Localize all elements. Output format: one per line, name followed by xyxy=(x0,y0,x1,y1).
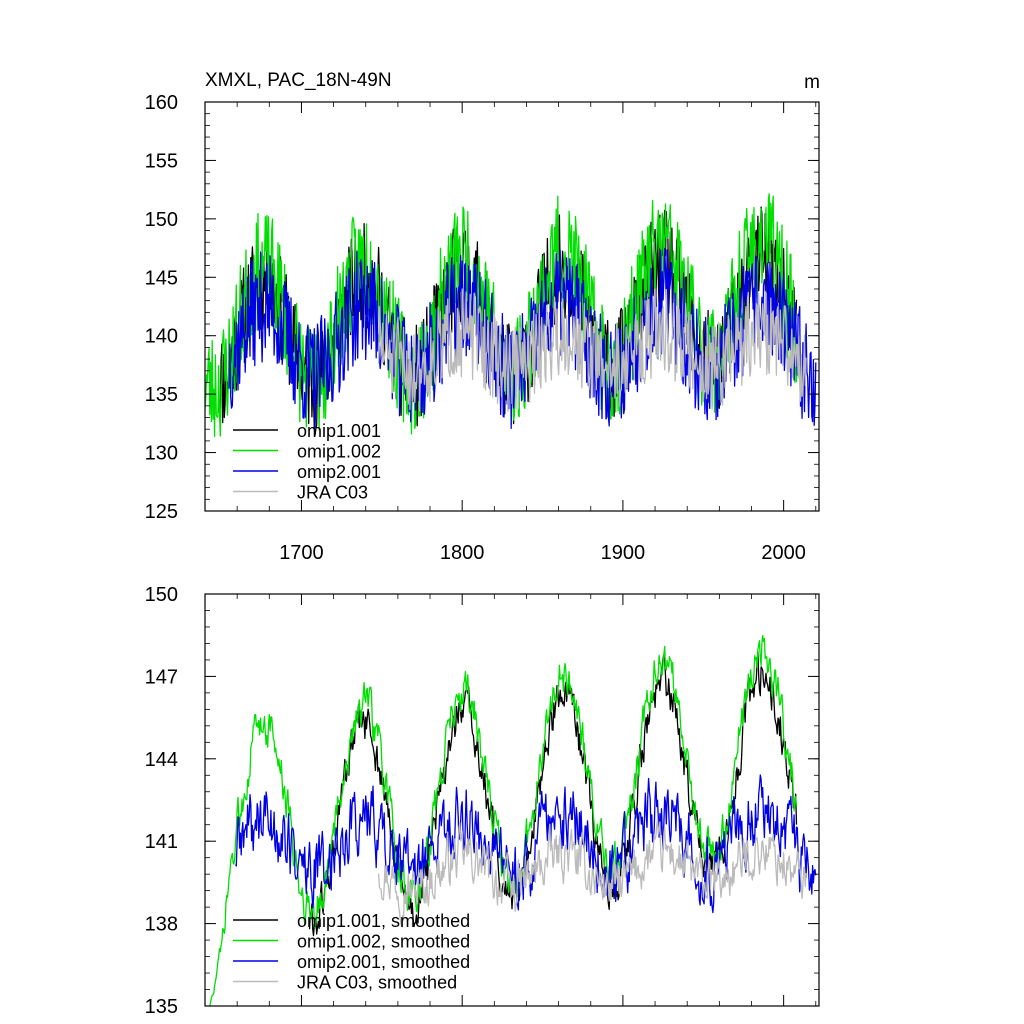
y-tick-label: 155 xyxy=(145,150,178,172)
y-tick-label: 150 xyxy=(145,584,178,606)
legend-label: omip2.001 xyxy=(297,462,381,482)
y-tick-label: 147 xyxy=(145,666,178,688)
x-tick-label: 1800 xyxy=(440,542,485,564)
x-tick-label: 2000 xyxy=(761,542,806,564)
y-tick-label: 141 xyxy=(145,831,178,853)
series-line-jra-c03 xyxy=(377,288,807,412)
bottom-series-group xyxy=(209,635,817,1006)
y-tick-label: 150 xyxy=(145,209,178,231)
y-tick-label: 140 xyxy=(145,326,178,348)
series-line-jra-c03-smoothed xyxy=(377,818,807,928)
legend-label: JRA C03 xyxy=(297,483,368,503)
x-tick-label: 1900 xyxy=(601,542,646,564)
series-line-omip2-001-smoothed xyxy=(234,774,817,914)
y-tick-label: 138 xyxy=(145,914,178,936)
top-series-group xyxy=(205,193,817,438)
bottom-ticks: 135 138 141 144 147 150 xyxy=(145,584,819,1018)
y-tick-label: 130 xyxy=(145,443,178,465)
series-line-omip1-002-smoothed xyxy=(209,635,798,1006)
legend-label: omip2.001, smoothed xyxy=(297,952,470,972)
top-ticks: 125 130 135 140 145 150 155 160 1700 1800 1900 2000 xyxy=(145,92,819,564)
y-tick-label: 145 xyxy=(145,267,178,289)
x-tick-label: 1700 xyxy=(279,542,324,564)
top-chart-title: XMXL, PAC_18N-49N xyxy=(205,70,392,91)
y-tick-label: 135 xyxy=(145,384,178,406)
y-tick-label: 125 xyxy=(145,501,178,523)
bottom-plot-frame xyxy=(204,593,820,1007)
y-tick-label: 135 xyxy=(145,996,178,1018)
legend-label: omip1.002 xyxy=(297,442,381,462)
legend-label: omip1.001, smoothed xyxy=(297,911,470,931)
top-panel: XMXL, PAC_18N-49N m 125 130 135 140 145 150 15… xyxy=(145,70,820,564)
legend-label: omip1.002, smoothed xyxy=(297,932,470,952)
series-line-omip2-001 xyxy=(228,247,817,430)
legend-label: JRA C03, smoothed xyxy=(297,973,457,993)
y-tick-label: 144 xyxy=(145,749,178,771)
top-plot-frame xyxy=(204,101,820,512)
top-chart-units: m xyxy=(804,72,820,93)
y-tick-label: 160 xyxy=(145,92,178,114)
legend-label: omip1.001 xyxy=(297,421,381,441)
